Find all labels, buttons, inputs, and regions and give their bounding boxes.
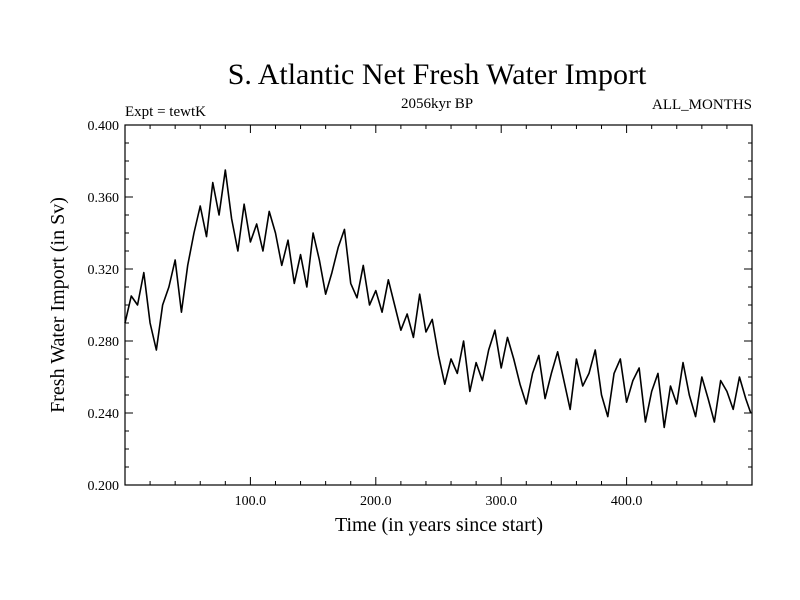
chart-title: S. Atlantic Net Fresh Water Import xyxy=(228,58,647,91)
x-axis-ticks xyxy=(149,125,728,485)
x-axis-tick-labels: 100.0 200.0 300.0 400.0 xyxy=(235,494,643,509)
y-axis-label: Fresh Water Import (in Sv) xyxy=(47,197,69,413)
series-line xyxy=(124,169,752,429)
y-tick-label: 0.360 xyxy=(88,191,120,206)
chart-subtitle: 2056kyr BP xyxy=(401,96,473,112)
y-tick-label: 0.400 xyxy=(88,119,120,134)
y-tick-label: 0.320 xyxy=(88,263,120,278)
x-tick-label: 300.0 xyxy=(485,494,517,509)
experiment-label: Expt = tewtK xyxy=(125,104,206,120)
y-tick-label: 0.200 xyxy=(88,479,120,494)
series-group xyxy=(124,169,752,429)
x-axis-label: Time (in years since start) xyxy=(335,514,543,536)
x-tick-label: 400.0 xyxy=(611,494,643,509)
y-tick-label: 0.240 xyxy=(88,407,120,422)
x-tick-label: 100.0 xyxy=(235,494,267,509)
y-axis-ticks xyxy=(125,142,752,468)
period-label: ALL_MONTHS xyxy=(652,97,752,113)
y-tick-label: 0.280 xyxy=(88,335,120,350)
x-tick-label: 200.0 xyxy=(360,494,392,509)
y-axis-tick-labels: 0.200 0.240 0.280 0.320 0.360 0.400 xyxy=(88,119,120,494)
